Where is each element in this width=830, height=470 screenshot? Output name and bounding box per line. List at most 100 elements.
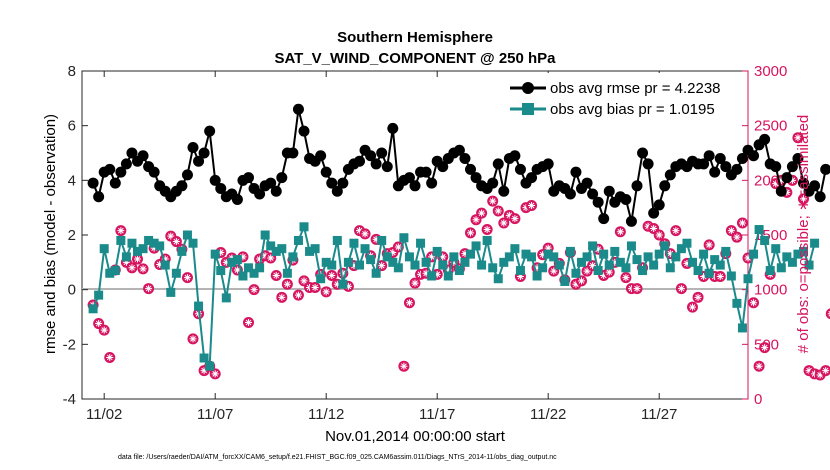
rmse-point	[187, 142, 199, 154]
rmse-point	[387, 122, 399, 134]
bias-point	[787, 257, 797, 267]
rmse-point	[148, 166, 160, 178]
obs-count-asterisk	[822, 367, 830, 375]
bias-point	[632, 255, 642, 265]
bias-point	[554, 260, 564, 270]
rmse-point	[564, 188, 576, 200]
y-tick-label: 6	[68, 118, 76, 135]
obs-count-asterisk	[95, 320, 103, 328]
bias-point	[232, 255, 242, 265]
rmse-point	[215, 183, 227, 195]
chart-subtitle: SAT_V_WIND_COMPONENT @ 250 hPa	[274, 50, 556, 67]
obs-count-asterisk	[539, 251, 547, 259]
obs-count-asterisk	[239, 253, 247, 261]
rmse-point	[104, 163, 116, 175]
rmse-point	[120, 158, 132, 170]
rmse-point	[109, 177, 121, 189]
obs-count-asterisk	[711, 273, 719, 281]
obs-count-asterisk	[655, 231, 663, 239]
bias-point	[94, 290, 104, 300]
obs-count-asterisk	[450, 258, 458, 266]
obs-count-asterisk	[422, 269, 430, 277]
obs-count-asterisk	[106, 353, 114, 361]
obs-count-asterisk	[472, 216, 480, 224]
rmse-point	[420, 166, 432, 178]
obs-count-asterisk	[378, 262, 386, 270]
y2-tick-label: 3000	[754, 63, 787, 80]
rmse-point	[748, 150, 760, 162]
rmse-point	[287, 147, 299, 159]
bias-point	[610, 246, 620, 256]
obs-count-asterisk	[783, 188, 791, 196]
obs-count-asterisk	[411, 279, 419, 287]
bias-point	[343, 257, 353, 267]
bias-point	[338, 279, 348, 289]
bias-point	[710, 255, 720, 265]
bias-point	[249, 268, 259, 278]
legend-rmse-marker	[522, 82, 534, 94]
rmse-point	[603, 185, 615, 197]
y-axis-label: rmse and bias (model - observation)	[42, 114, 59, 354]
bias-point	[266, 241, 276, 251]
legend-bias-marker	[522, 103, 534, 115]
obs-count-asterisk	[788, 176, 796, 184]
y2-axis-label: # of obs: o=possible; ∗=assimilated	[795, 115, 812, 354]
rmse-point	[786, 161, 798, 173]
obs-count-asterisk	[389, 248, 397, 256]
obs-count-asterisk	[306, 283, 314, 291]
obs-count-asterisk	[267, 254, 275, 262]
rmse-point	[509, 150, 521, 162]
chart-title: Southern Hemisphere	[337, 29, 493, 46]
obs-count-asterisk	[544, 244, 552, 252]
bias-point	[804, 260, 814, 270]
obs-count-asterisk	[250, 286, 258, 294]
obs-count-asterisk	[211, 370, 219, 378]
rmse-point	[115, 166, 127, 178]
bias-point	[271, 246, 281, 256]
bias-point	[443, 271, 453, 281]
obs-count-asterisk	[727, 227, 735, 235]
bias-point	[543, 249, 553, 259]
obs-count-asterisk	[333, 280, 341, 288]
rmse-point	[592, 196, 604, 208]
rmse-point	[426, 177, 438, 189]
bias-point	[732, 298, 742, 308]
rmse-point	[642, 158, 654, 170]
bias-point	[799, 246, 808, 256]
bias-point	[754, 225, 764, 235]
rmse-point	[403, 172, 415, 184]
x-tick-label: 11/12	[308, 406, 344, 423]
y-tick-label: 0	[68, 282, 76, 299]
rmse-point	[181, 169, 193, 181]
obs-count-asterisk	[489, 197, 497, 205]
obs-count-asterisk	[339, 269, 347, 277]
rmse-point	[176, 180, 188, 192]
obs-count-asterisk	[217, 248, 225, 256]
bias-point	[771, 244, 781, 254]
bias-point	[299, 222, 309, 232]
rmse-point	[354, 155, 365, 167]
bias-point	[693, 266, 703, 276]
bias-point	[749, 249, 759, 259]
bias-point	[721, 246, 731, 256]
bias-point	[105, 268, 115, 278]
rmse-point	[459, 152, 471, 164]
rmse-point	[781, 172, 793, 184]
y-tick-label: 8	[68, 63, 76, 80]
y-tick-label: 4	[68, 172, 76, 189]
bias-point	[782, 252, 792, 262]
obs-count-asterisk	[444, 266, 452, 274]
bias-point	[121, 252, 131, 262]
bias-point	[565, 246, 575, 256]
obs-count-asterisk	[605, 268, 613, 276]
obs-count-asterisk	[128, 264, 136, 272]
rmse-point	[709, 166, 721, 178]
bias-point	[776, 263, 786, 273]
rmse-point	[570, 166, 582, 178]
bias-point	[577, 257, 586, 267]
rmse-point	[664, 169, 676, 181]
bias-point	[682, 238, 692, 248]
obs-count-asterisk	[283, 280, 291, 288]
bias-point	[510, 244, 520, 254]
bias-point	[765, 266, 775, 276]
